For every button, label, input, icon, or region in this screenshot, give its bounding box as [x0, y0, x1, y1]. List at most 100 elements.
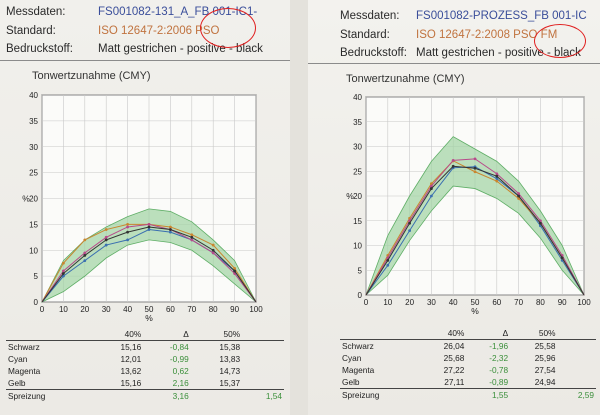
table-row: Cyan 25,68 -2,32 25,96 [340, 352, 596, 364]
right-results-table: 40% Δ 50% Schwarz 26,04 -1,96 25,58 Cyan 25,68 -2… [340, 327, 596, 401]
table-cell-v50: 14,73 [219, 366, 241, 376]
header-rule [308, 63, 600, 64]
x-tick-label: 20 [405, 298, 414, 307]
data-point [147, 228, 151, 231]
y-tick-label: 30 [29, 143, 38, 152]
left-results-table: 40% Δ 50% Schwarz 15,16 -0,84 15,38 Cyan 12,01 -0… [6, 328, 284, 402]
data-point [211, 251, 215, 255]
table-header-cell: 40% [447, 328, 465, 338]
data-point [430, 194, 433, 198]
red-circle-annotation [200, 8, 256, 48]
y-tick-label: 5 [358, 266, 363, 275]
table-cell-name: Spreizung [340, 388, 420, 401]
x-tick-label: 80 [209, 305, 218, 314]
table-header-cell [242, 328, 284, 341]
table-cell-d: 3,16 [143, 389, 191, 402]
data-point [83, 254, 87, 257]
y-tick-label: 0 [358, 291, 363, 300]
data-point [451, 164, 455, 168]
data-point [190, 238, 194, 242]
table-cell-d2 [557, 339, 596, 352]
x-tick-label: 20 [80, 305, 89, 314]
left-report-sheet: Messdaten: FS001082-131_A_FB 001-IC1- St… [0, 0, 290, 415]
x-tick-label: 0 [364, 298, 369, 307]
bedruckstoff-label: Bedruckstoff: [6, 43, 73, 55]
table-cell-d: -0,99 [169, 354, 189, 364]
data-point [473, 170, 477, 174]
x-tick-label: 70 [514, 298, 523, 307]
chart-title: Tonwertzunahme (CMY) [346, 73, 465, 85]
data-point [539, 221, 542, 225]
table-cell-name: Spreizung [6, 389, 92, 402]
data-point [430, 182, 433, 186]
data-point [104, 228, 108, 231]
data-point [408, 229, 411, 233]
x-axis-label: % [471, 306, 479, 316]
data-point [190, 235, 194, 239]
table-row: Cyan 12,01 -0,99 13,83 [6, 353, 284, 365]
messdaten-label: Messdaten: [340, 10, 400, 22]
left-chart: 0 5 10 15 20 25 30 35 40 0 10 20 30 40 50 60 70 80 90 100%% [22, 91, 263, 323]
table-cell-v50: 25,96 [534, 353, 556, 363]
table-row: Spreizung 1,55 2,59 [340, 388, 596, 401]
table-cell-v40 [419, 388, 467, 401]
standard-label: Standard: [6, 25, 56, 37]
data-point [451, 158, 455, 162]
data-point [126, 225, 129, 229]
data-point [83, 259, 87, 262]
data-point [62, 261, 65, 265]
data-point [62, 272, 65, 275]
table-cell-d2 [557, 352, 596, 364]
messdaten-value: FS001082-PROZESS_FB 001-IC [416, 10, 587, 22]
x-tick-label: 70 [187, 305, 196, 314]
data-point [430, 184, 433, 188]
data-point [126, 230, 129, 234]
x-tick-label: 60 [166, 305, 175, 314]
data-point [147, 222, 151, 226]
y-tick-label: 35 [353, 118, 362, 127]
x-tick-label: 100 [249, 305, 263, 314]
data-point [539, 219, 542, 223]
x-tick-label: 60 [492, 298, 501, 307]
table-cell-name: Gelb [342, 377, 360, 387]
x-tick-label: 50 [471, 298, 480, 307]
x-tick-label: 10 [59, 305, 68, 314]
table-cell-d: -2,32 [489, 353, 509, 363]
table-row: Gelb 27,11 -0,89 24,94 [340, 376, 596, 389]
bedruckstoff-label: Bedruckstoff: [340, 47, 407, 59]
table-row: Schwarz 26,04 -1,96 25,58 [340, 339, 596, 352]
x-tick-label: 30 [427, 298, 436, 307]
y-tick-label: 25 [29, 169, 38, 178]
table-cell-name: Gelb [8, 378, 26, 388]
table-cell-v40: 13,62 [120, 366, 142, 376]
table-cell-d: -0,84 [143, 340, 191, 353]
data-point [169, 225, 172, 229]
standard-value: ISO 12647-2:2006 PSO [98, 25, 220, 37]
data-point [517, 194, 520, 198]
data-point [517, 192, 520, 195]
table-header-cell: Δ [183, 329, 189, 339]
data-point [62, 274, 65, 278]
data-point [495, 174, 499, 178]
table-cell-v40: 25,68 [443, 353, 465, 363]
table-cell-d2 [242, 340, 284, 353]
table-cell-v50: 15,38 [190, 340, 243, 353]
y-tick-label: 5 [34, 272, 39, 281]
table-header-cell [6, 328, 92, 341]
table-cell-name: Schwarz [340, 339, 420, 352]
standard-label: Standard: [340, 29, 390, 41]
table-header-cell [340, 327, 419, 340]
data-point [233, 269, 237, 273]
table-cell-v50 [190, 389, 243, 402]
data-point [211, 243, 215, 247]
y-tick-label: 10 [29, 246, 38, 255]
data-point [386, 258, 390, 262]
table-cell-v40 [91, 389, 144, 402]
data-point [495, 172, 499, 176]
table-cell-name: Magenta [342, 365, 375, 375]
y-tick-label: 20 [29, 195, 38, 204]
x-tick-label: 30 [102, 305, 111, 314]
table-cell-d: 1,55 [466, 388, 511, 401]
y-tick-label: 15 [29, 220, 38, 229]
